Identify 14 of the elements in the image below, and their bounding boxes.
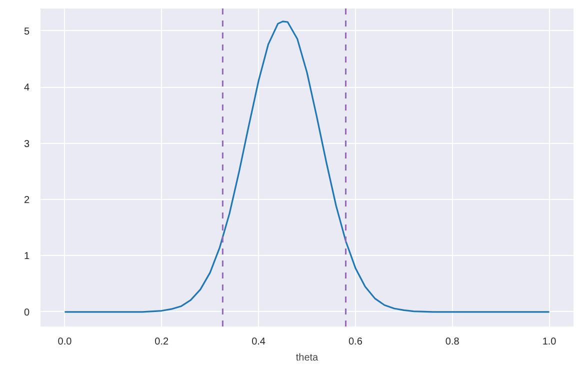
x-tick-label: 0.6 bbox=[348, 336, 363, 348]
y-tick-label: 0 bbox=[24, 307, 30, 318]
x-tick-label: 1.0 bbox=[542, 336, 557, 348]
y-tick-label: 3 bbox=[24, 138, 30, 150]
x-tick-label: 0.0 bbox=[58, 336, 72, 348]
line-series bbox=[64, 20, 550, 313]
x-tick-label: 0.2 bbox=[154, 336, 170, 348]
y-tick-label: 2 bbox=[24, 195, 30, 206]
x-tick-label: 0.4 bbox=[252, 336, 266, 348]
y-tick-label: 4 bbox=[24, 82, 30, 94]
x-tick-label: 0.8 bbox=[445, 336, 460, 348]
y-tick-label: 5 bbox=[24, 26, 30, 38]
y-tick-label: 1 bbox=[24, 251, 30, 262]
x-axis-title: theta bbox=[296, 352, 319, 364]
